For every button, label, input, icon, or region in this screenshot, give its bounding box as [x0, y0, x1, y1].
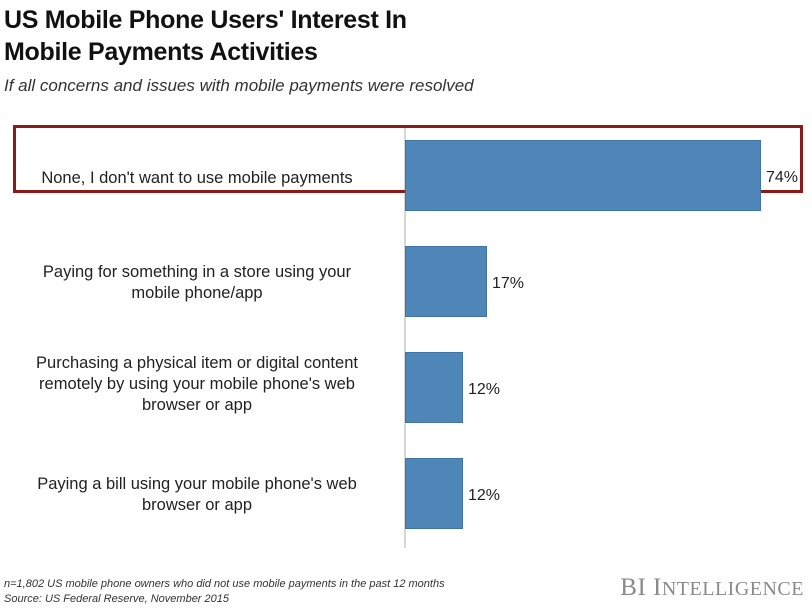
bar: [405, 246, 487, 317]
category-axis-line: [404, 125, 406, 548]
bar: [405, 458, 463, 529]
chart-subtitle: If all concerns and issues with mobile p…: [4, 76, 474, 95]
title-line-2: Mobile Payments Activities: [4, 38, 318, 66]
bar-label: Purchasing a physical item or digital co…: [36, 354, 358, 414]
bar-value-label: 74%: [766, 169, 799, 186]
chart-title: US Mobile Phone Users' Interest In Mobil…: [4, 4, 407, 68]
bar: [405, 352, 463, 423]
title-line-1: US Mobile Phone Users' Interest In: [4, 6, 407, 34]
sample-note: n=1,802 US mobile phone owners who did n…: [4, 578, 445, 590]
bar-value-label: 12%: [468, 487, 501, 504]
bar-value-label: 12%: [468, 381, 501, 398]
bar-label: Paying for something in a store using yo…: [42, 263, 352, 302]
bar-label: None, I don't want to use mobile payment…: [41, 169, 353, 187]
bar-value-label: 17%: [492, 275, 525, 292]
bar: [405, 140, 761, 211]
bar-label: Paying a bill using your mobile phone's …: [37, 475, 357, 514]
bi-intelligence-logo: BI INTELLIGENCE: [620, 574, 804, 601]
footnote: n=1,802 US mobile phone owners who did n…: [4, 577, 445, 607]
source-note: Source: US Federal Reserve, November 201…: [4, 593, 229, 605]
